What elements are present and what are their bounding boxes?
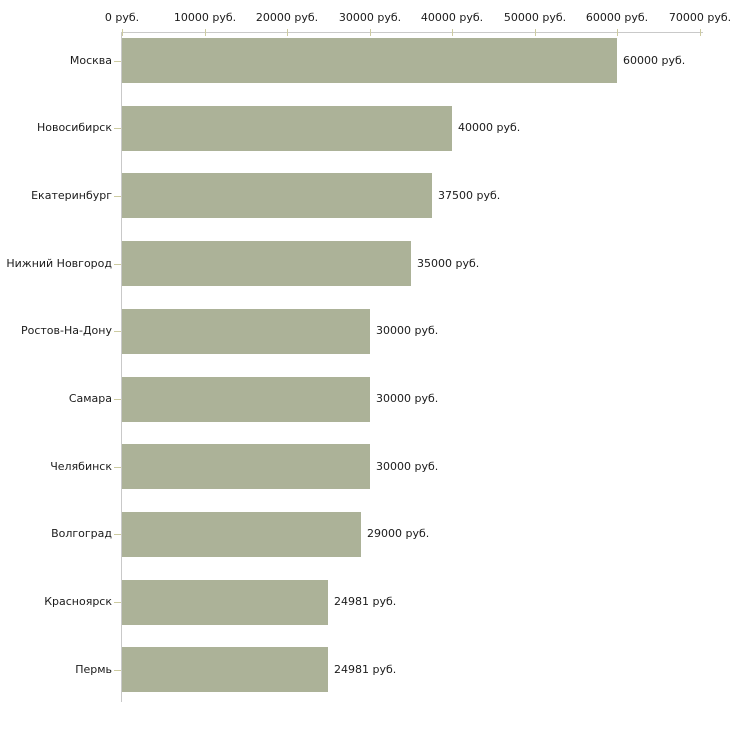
y-axis-line bbox=[121, 32, 122, 702]
y-axis-tick bbox=[114, 467, 121, 468]
category-label: Волгоград bbox=[51, 527, 112, 540]
bar bbox=[122, 444, 370, 489]
bar bbox=[122, 512, 361, 557]
category-label: Красноярск bbox=[44, 595, 112, 608]
x-axis-tick-label: 20000 руб. bbox=[255, 11, 319, 24]
y-axis-tick bbox=[114, 61, 121, 62]
category-label: Ростов-На-Дону bbox=[20, 324, 112, 337]
value-label: 24981 руб. bbox=[334, 595, 397, 608]
value-label: 60000 руб. bbox=[623, 54, 686, 67]
bar bbox=[122, 580, 328, 625]
x-axis-tick-label: 50000 руб. bbox=[503, 11, 567, 24]
category-label: Пермь bbox=[75, 663, 112, 676]
y-axis-tick bbox=[114, 128, 121, 129]
x-axis-tick-label: 10000 руб. bbox=[173, 11, 237, 24]
y-axis-tick bbox=[114, 534, 121, 535]
x-axis-tick-label: 70000 руб. bbox=[668, 11, 730, 24]
x-axis-tick bbox=[122, 29, 123, 36]
y-axis-tick bbox=[114, 670, 121, 671]
value-label: 30000 руб. bbox=[376, 460, 439, 473]
value-label: 40000 руб. bbox=[458, 121, 521, 134]
x-axis-tick bbox=[370, 29, 371, 36]
value-label: 29000 руб. bbox=[367, 527, 430, 540]
bar bbox=[122, 38, 617, 83]
x-axis-tick-label: 30000 руб. bbox=[338, 11, 402, 24]
y-axis-tick bbox=[114, 196, 121, 197]
y-axis-tick bbox=[114, 264, 121, 265]
bar bbox=[122, 106, 452, 151]
x-axis-tick-label: 0 руб. bbox=[104, 11, 140, 24]
bar bbox=[122, 241, 411, 286]
value-label: 24981 руб. bbox=[334, 663, 397, 676]
value-label: 35000 руб. bbox=[417, 257, 480, 270]
x-axis-tick bbox=[535, 29, 536, 36]
category-label: Челябинск bbox=[50, 460, 112, 473]
x-axis-tick bbox=[452, 29, 453, 36]
x-axis-tick bbox=[205, 29, 206, 36]
y-axis-tick bbox=[114, 602, 121, 603]
category-label: Нижний Новгород bbox=[6, 257, 112, 270]
x-axis-tick-label: 60000 руб. bbox=[585, 11, 649, 24]
bar bbox=[122, 377, 370, 422]
value-label: 37500 руб. bbox=[438, 189, 501, 202]
category-label: Самара bbox=[68, 392, 112, 405]
bar bbox=[122, 309, 370, 354]
value-label: 30000 руб. bbox=[376, 324, 439, 337]
x-axis-tick bbox=[287, 29, 288, 36]
x-axis-tick bbox=[617, 29, 618, 36]
category-label: Екатеринбург bbox=[31, 189, 112, 202]
bar bbox=[122, 173, 432, 218]
x-axis-tick-label: 40000 руб. bbox=[420, 11, 484, 24]
x-axis-line bbox=[121, 32, 703, 33]
value-label: 30000 руб. bbox=[376, 392, 439, 405]
category-label: Новосибирск bbox=[36, 121, 112, 134]
category-label: Москва bbox=[69, 54, 112, 67]
bar bbox=[122, 647, 328, 692]
y-axis-tick bbox=[114, 399, 121, 400]
x-axis-tick bbox=[700, 29, 701, 36]
y-axis-tick bbox=[114, 331, 121, 332]
